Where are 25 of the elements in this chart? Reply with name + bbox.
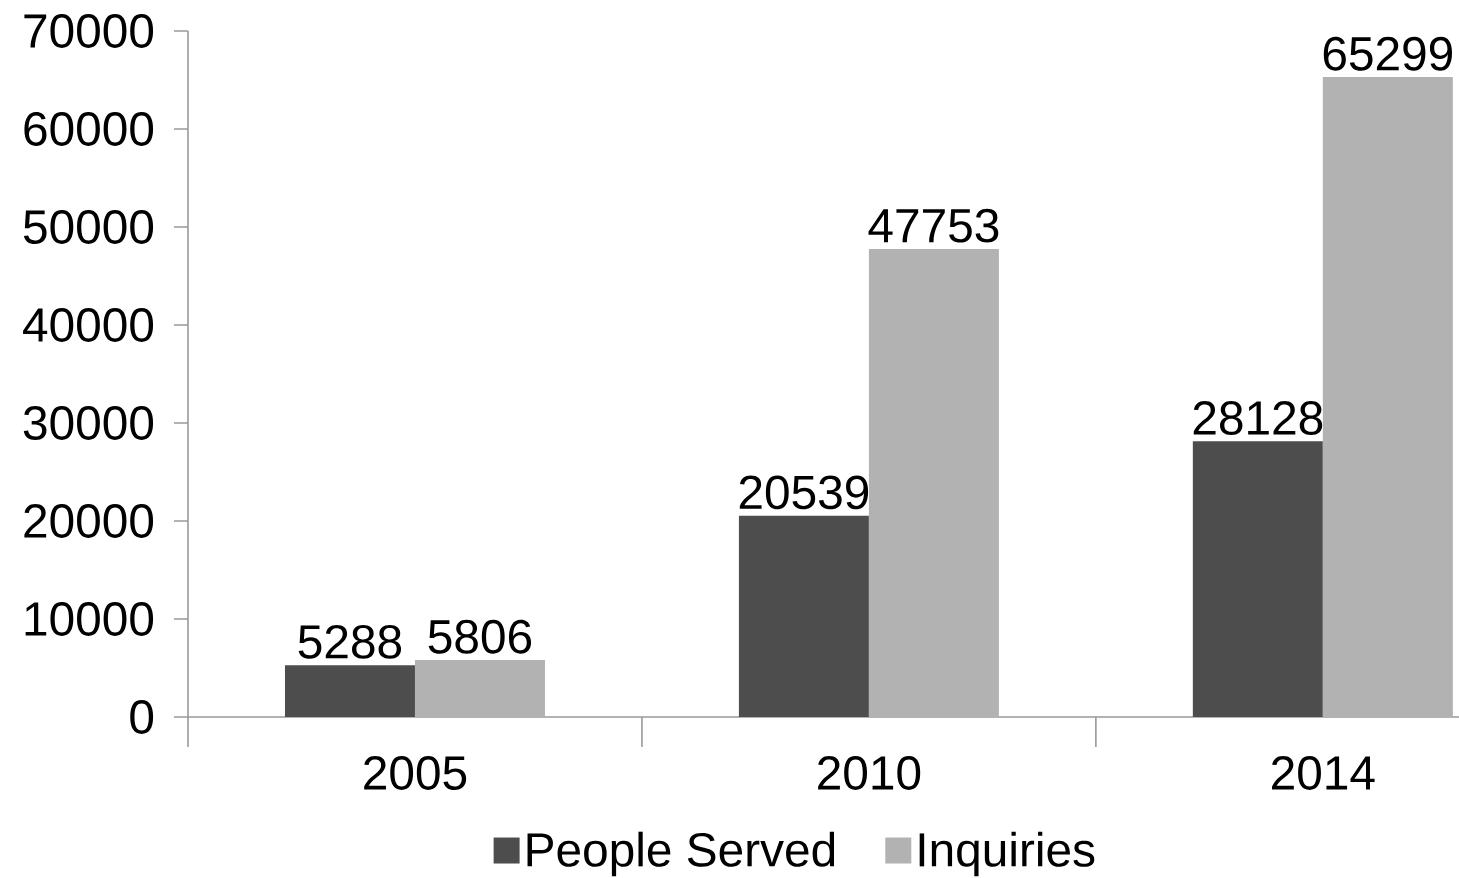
y-tick-label: 10000	[25, 602, 154, 636]
bar	[868, 249, 999, 717]
y-tick-label: 70000	[24, 14, 154, 48]
y-tick-label: 30000	[23, 406, 154, 440]
data-label: 5806	[428, 619, 532, 654]
legend-label: People Served	[527, 831, 835, 877]
y-tick-label: 0	[130, 700, 154, 734]
data-label: 65299	[1323, 36, 1453, 71]
legend-label: Inquiries	[919, 831, 1095, 877]
data-label: 28128	[1193, 401, 1323, 435]
x-tick-label: 2014	[1272, 756, 1375, 790]
y-tick-label: 40000	[23, 308, 154, 342]
bar	[1192, 441, 1323, 717]
y-tick-label: 20000	[24, 504, 154, 538]
bar	[284, 665, 415, 717]
y-tick-label: 50000	[23, 210, 154, 244]
data-label: 5288	[298, 624, 402, 659]
data-label: 47753	[868, 208, 999, 243]
data-label: 20539	[739, 475, 869, 510]
x-tick-label: 2005	[364, 756, 467, 790]
x-tick-label: 2010	[818, 756, 921, 790]
bar	[1322, 77, 1453, 717]
bar	[738, 515, 869, 717]
y-tick-label: 60000	[24, 112, 154, 146]
bar	[414, 660, 545, 717]
